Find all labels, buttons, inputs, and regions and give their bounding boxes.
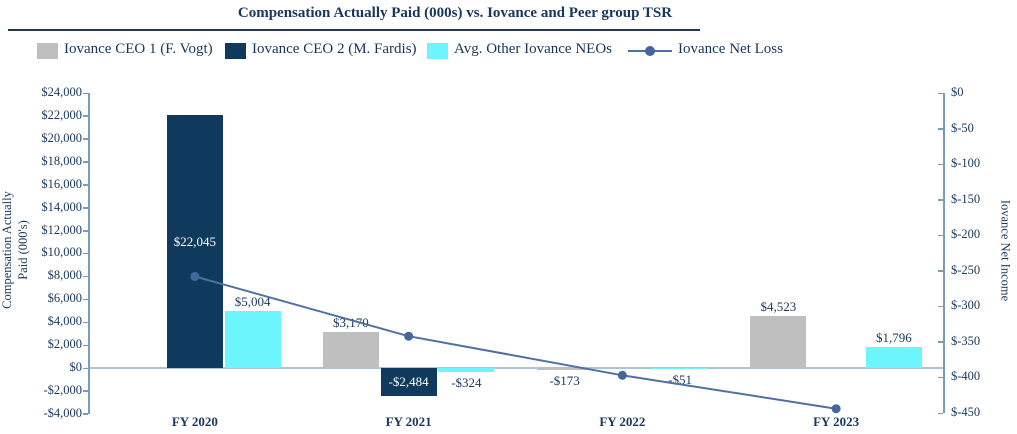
left-axis-tick xyxy=(83,115,88,117)
net-loss-line-dot xyxy=(645,46,655,56)
right-axis-tick-label: $-50 xyxy=(951,120,974,135)
bar-gray-fy-2023 xyxy=(750,316,807,368)
title-underline xyxy=(8,29,700,31)
right-axis-tick-label: $-200 xyxy=(951,227,981,242)
legend-label: Iovance CEO 1 (F. Vogt) xyxy=(64,41,213,57)
cyan-swatch-icon xyxy=(427,43,448,59)
navy-swatch-icon xyxy=(225,43,246,59)
left-axis-tick-label: $6,000 xyxy=(47,291,82,306)
bar-cyan-fy-2022 xyxy=(652,368,709,369)
left-axis-tick-label: $18,000 xyxy=(41,153,82,168)
right-axis-tick xyxy=(938,376,943,379)
left-axis-tick xyxy=(83,413,88,415)
left-axis-tick xyxy=(83,321,88,324)
left-axis-tick xyxy=(83,252,88,255)
right-axis-tick xyxy=(938,305,943,308)
left-axis-tick-label: $14,000 xyxy=(41,199,82,214)
left-axis-tick-label: $10,000 xyxy=(41,245,82,260)
left-axis-tick xyxy=(83,230,88,232)
legend-label: Iovance Net Loss xyxy=(678,41,783,57)
x-axis-label-fy-2022: FY 2022 xyxy=(599,414,646,429)
bar-value-label: $22,045 xyxy=(173,233,216,249)
left-axis-tick-label: $16,000 xyxy=(41,176,82,191)
right-axis-tick xyxy=(938,270,943,272)
bar-cyan-fy-2023 xyxy=(865,347,922,368)
left-axis-tick-label: $2,000 xyxy=(47,337,82,352)
gray-swatch-icon xyxy=(37,43,58,59)
left-axis-line xyxy=(88,93,90,414)
left-axis-tick-label: $4,000 xyxy=(47,314,82,329)
right-axis-tick xyxy=(938,341,943,343)
left-axis-tick xyxy=(83,390,88,392)
right-axis-tick xyxy=(938,234,943,237)
right-axis-tick-label: $-100 xyxy=(951,156,981,171)
left-axis-tick xyxy=(83,161,88,163)
right-axis-tick-label: $-150 xyxy=(951,191,981,206)
right-axis-tick xyxy=(938,128,943,130)
left-axis-tick-label: $24,000 xyxy=(41,85,82,99)
right-axis-tick xyxy=(938,199,943,201)
left-axis-tick xyxy=(83,367,88,369)
left-axis-tick xyxy=(83,344,88,347)
bar-value-label: -$173 xyxy=(549,372,580,388)
bar-gray-fy-2021 xyxy=(322,331,379,368)
bar-value-label: -$51 xyxy=(668,372,693,387)
right-axis-tick-label: $-400 xyxy=(951,369,981,384)
left-axis-tick xyxy=(83,138,88,140)
left-axis-tick-label: -$4,000 xyxy=(43,405,82,420)
left-axis-tick-label: $20,000 xyxy=(41,130,82,145)
net-loss-data-point xyxy=(831,404,841,414)
left-axis-tick xyxy=(83,207,88,209)
net-loss-line-icon xyxy=(628,40,672,62)
left-axis-tick xyxy=(83,92,88,94)
legend-label: Avg. Other Iovance NEOs xyxy=(454,41,613,57)
bar-gray-fy-2022 xyxy=(536,368,593,370)
right-axis-tick xyxy=(938,163,943,166)
left-axis-tick-label: $0 xyxy=(69,360,83,374)
bar-cyan-fy-2020 xyxy=(224,310,281,368)
left-axis-tick-label: $22,000 xyxy=(41,107,82,122)
right-axis-tick-label: $-350 xyxy=(951,333,981,348)
right-axis-tick xyxy=(938,412,943,414)
bar-value-label: $1,796 xyxy=(876,330,912,346)
left-axis-tick-label: -$2,000 xyxy=(43,382,82,397)
net-loss-data-point xyxy=(404,331,414,341)
bar-value-label: $4,523 xyxy=(760,299,797,315)
bar-cyan-fy-2021 xyxy=(438,368,495,372)
right-axis-tick-label: $-300 xyxy=(951,298,981,313)
right-axis-tick-label: $-450 xyxy=(951,405,981,419)
net-loss-data-point xyxy=(617,370,627,380)
left-axis-tick-label: $12,000 xyxy=(41,222,82,237)
bar-value-label: $5,004 xyxy=(234,293,271,309)
right-axis-tick-label: $-250 xyxy=(951,262,981,277)
left-axis-tick xyxy=(83,275,88,278)
bar-value-label: -$324 xyxy=(451,374,482,390)
left-axis-tick xyxy=(83,184,88,186)
x-axis-label-fy-2021: FY 2021 xyxy=(385,414,432,429)
right-axis-tick xyxy=(938,92,943,94)
left-axis-tick xyxy=(83,298,88,301)
right-axis-line xyxy=(943,93,945,413)
legend-label: Iovance CEO 2 (M. Fardis) xyxy=(252,41,417,57)
x-axis-label-fy-2023: FY 2023 xyxy=(813,414,860,429)
left-axis-tick-label: $8,000 xyxy=(47,268,82,283)
right-axis-tick-label: $0 xyxy=(951,85,964,99)
chart-title: Compensation Actually Paid (000s) vs. Io… xyxy=(237,5,673,21)
bar-value-label: $3,170 xyxy=(333,314,369,330)
x-axis-label-fy-2020: FY 2020 xyxy=(171,414,218,429)
right-axis-title: Iovance Net Income xyxy=(998,199,1013,302)
